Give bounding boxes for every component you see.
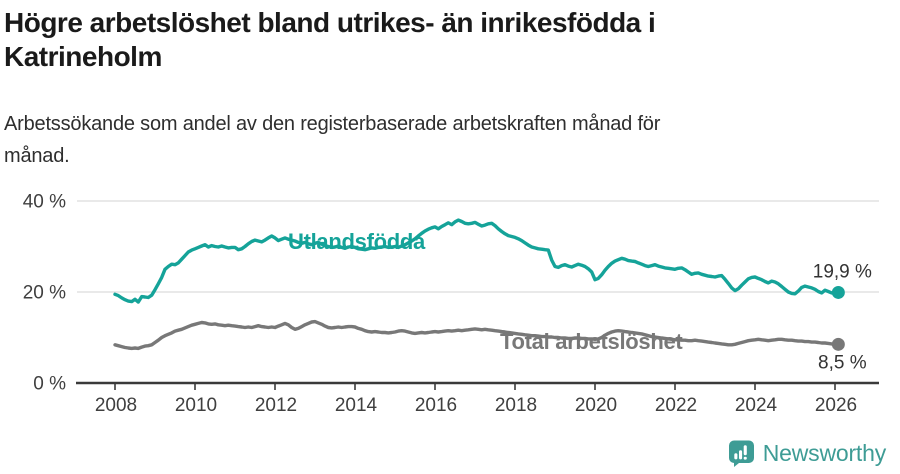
chart-header: Högre arbetslöshet bland utrikes- än inr… — [4, 6, 864, 73]
series-end-label-1: 8,5 % — [818, 352, 867, 373]
y-tick-label-20: 20 % — [23, 283, 66, 304]
series-line-0 — [113, 218, 840, 304]
title-line-2: Katrineholm — [4, 40, 162, 72]
y-tick-label-0: 0 % — [33, 374, 66, 395]
newsworthy-logo[interactable]: Newsworthy — [728, 440, 886, 467]
x-tick-label-2022: 2022 — [655, 395, 697, 416]
x-tick-label-2010: 2010 — [175, 395, 217, 416]
newsworthy-logo-icon — [728, 440, 754, 467]
x-tick-label-2012: 2012 — [255, 395, 297, 416]
subtitle-line-2: månad. — [4, 145, 70, 167]
series-inline-label-1: Total arbetslöshet — [500, 329, 683, 354]
series-inline-label-0: Utlandsfödda — [288, 229, 426, 254]
x-tick-label-2008: 2008 — [95, 395, 137, 416]
brand-name: Newsworthy — [762, 440, 886, 466]
footer: Newsworthy — [728, 440, 886, 467]
x-tick-label-2018: 2018 — [495, 395, 537, 416]
unemployment-line-chart: 0 % 20 % 40 % 2008 2010 2012 2014 2016 2018 2020 2… — [23, 192, 879, 416]
series-end-dot-0 — [831, 285, 845, 299]
y-tick-label-40: 40 % — [23, 192, 66, 213]
series-end-dot-1 — [831, 337, 845, 351]
page-title: Högre arbetslöshet bland utrikes- än inr… — [4, 6, 864, 73]
series-end-label-0: 19,9 % — [813, 261, 872, 282]
x-tick-label-2026: 2026 — [815, 395, 857, 416]
page-subtitle: Arbetssökande som andel av den registerb… — [4, 108, 804, 172]
x-tick-label-2014: 2014 — [335, 395, 378, 416]
title-line-1: Högre arbetslöshet bland utrikes- än inr… — [4, 7, 656, 38]
x-tick-label-2020: 2020 — [575, 395, 617, 416]
x-tick-label-2024: 2024 — [735, 395, 778, 416]
subtitle-line-1: Arbetssökande som andel av den registerb… — [4, 113, 661, 135]
x-tick-label-2016: 2016 — [415, 395, 457, 416]
series-line-1 — [113, 319, 840, 351]
